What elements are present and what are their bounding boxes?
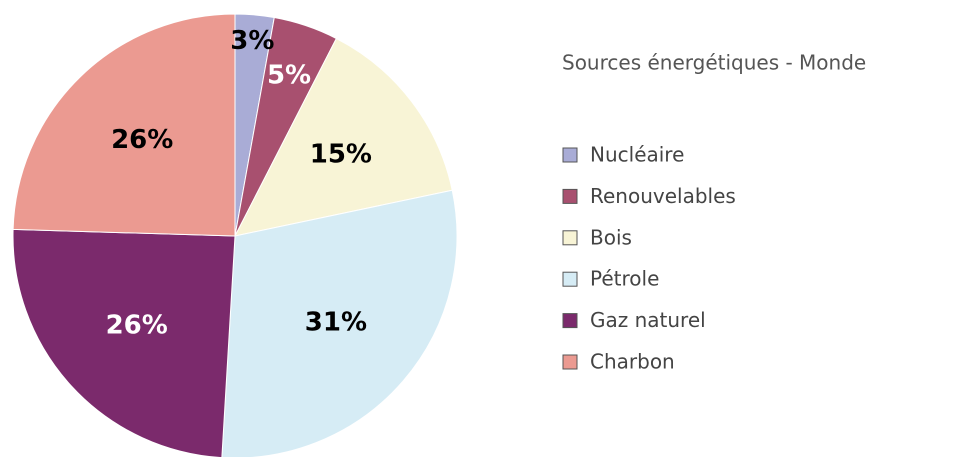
data-label: 5%: [267, 61, 311, 91]
pie-slice: [221, 189, 458, 457]
legend-swatch: [562, 271, 578, 287]
pie-slice: [234, 37, 453, 237]
data-label: 3%: [230, 26, 274, 56]
legend-label: Gaz naturel: [590, 308, 706, 332]
legend-swatch: [562, 313, 578, 329]
legend-swatch: [562, 188, 578, 204]
legend-title: Sources énergétiques - Monde: [562, 51, 866, 75]
legend-swatch: [562, 147, 578, 163]
legend-swatch: [562, 230, 578, 246]
legend-label: Charbon: [590, 350, 675, 374]
data-label: 31%: [305, 307, 367, 337]
legend-label: Bois: [590, 225, 632, 249]
legend-label: Nucléaire: [590, 143, 684, 167]
data-label: 26%: [106, 310, 168, 340]
legend-label: Pétrole: [590, 267, 659, 291]
legend-label: Renouvelables: [590, 184, 736, 208]
pie-slice: [12, 228, 236, 457]
pie-slice: [12, 13, 236, 237]
legend-swatch: [562, 354, 578, 370]
data-label: 15%: [310, 140, 372, 170]
data-label: 26%: [111, 125, 173, 155]
